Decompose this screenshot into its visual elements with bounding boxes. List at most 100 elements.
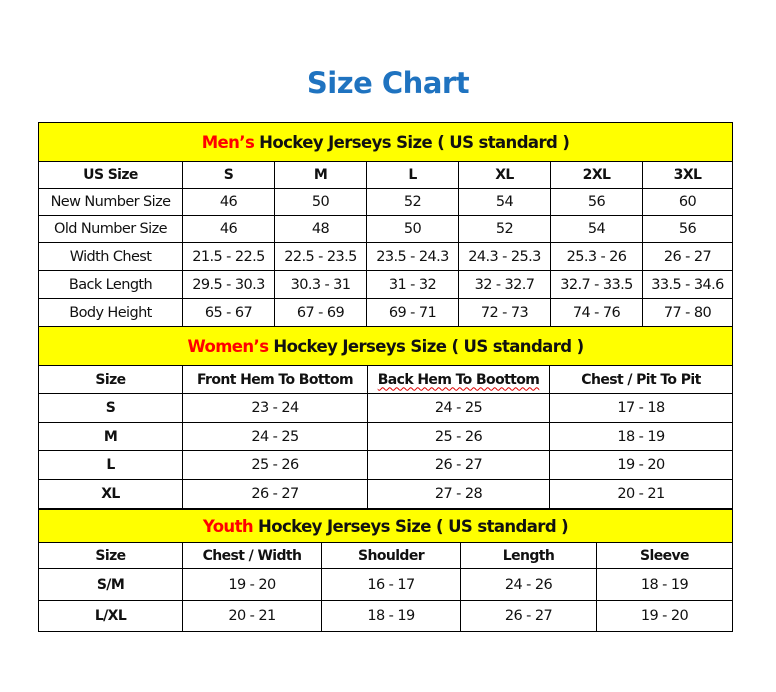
column-header: Front Hem To Bottom bbox=[183, 366, 368, 393]
column-header: US Size bbox=[39, 162, 183, 188]
table-header-row: Size Chest / Width Shoulder Length Sleeve bbox=[39, 543, 732, 569]
table-cell: 54 bbox=[551, 216, 643, 242]
table-row: S/M 19 - 20 16 - 17 24 - 26 18 - 19 bbox=[39, 569, 732, 601]
table-row: Width Chest 21.5 - 22.5 22.5 - 23.5 23.5 - … bbox=[39, 243, 732, 271]
men-table-banner: Men’s Hockey Jerseys Size ( US standard ) bbox=[39, 122, 732, 162]
table-cell: 77 - 80 bbox=[643, 299, 732, 326]
cell-text: XL bbox=[101, 486, 120, 502]
table-cell: 26 - 27 bbox=[368, 451, 550, 479]
column-header: 2XL bbox=[551, 162, 643, 188]
cell-text: 74 - 76 bbox=[572, 304, 621, 321]
cell-text: Size bbox=[95, 547, 126, 564]
table-cell: 22.5 - 23.5 bbox=[275, 243, 367, 270]
column-header: Sleeve bbox=[597, 543, 732, 568]
cell-text: 17 - 18 bbox=[617, 400, 665, 416]
cell-text: Back Length bbox=[68, 276, 153, 293]
youth-size-table: Youth Hockey Jerseys Size ( US standard )… bbox=[38, 509, 733, 632]
table-cell: 46 bbox=[183, 189, 275, 215]
table-row: New Number Size 46 50 52 54 56 60 bbox=[39, 189, 732, 216]
table-cell: 54 bbox=[459, 189, 551, 215]
cell-text: Body Height bbox=[69, 304, 152, 321]
row-label: S bbox=[39, 394, 183, 422]
column-header: Length bbox=[461, 543, 597, 568]
table-cell: 69 - 71 bbox=[367, 299, 459, 326]
table-cell: 17 - 18 bbox=[550, 394, 732, 422]
cell-text: Old Number Size bbox=[54, 221, 167, 237]
row-label: New Number Size bbox=[39, 189, 183, 215]
table-cell: 52 bbox=[367, 189, 459, 215]
cell-text: Front Hem To Bottom bbox=[196, 371, 354, 388]
table-row: Body Height 65 - 67 67 - 69 69 - 71 72 - 73 7… bbox=[39, 299, 732, 327]
table-cell: 74 - 76 bbox=[551, 299, 643, 326]
table-cell: 25 - 26 bbox=[368, 423, 550, 450]
cell-text: 67 - 69 bbox=[296, 304, 345, 321]
cell-text: 24.3 - 25.3 bbox=[468, 248, 541, 265]
table-cell: 19 - 20 bbox=[550, 451, 732, 479]
cell-text: 46 bbox=[219, 194, 238, 210]
cell-text: Width Chest bbox=[69, 248, 152, 265]
cell-text: 30.3 - 31 bbox=[290, 276, 351, 293]
table-cell: 50 bbox=[275, 189, 367, 215]
cell-text: S bbox=[223, 167, 234, 183]
cell-text: Shoulder bbox=[357, 547, 425, 564]
cell-text: 23.5 - 24.3 bbox=[376, 248, 449, 265]
row-label: Old Number Size bbox=[39, 216, 183, 242]
table-cell: 19 - 20 bbox=[597, 601, 732, 631]
cell-text: Back Hem To Boottom bbox=[377, 371, 540, 388]
table-cell: 25.3 - 26 bbox=[551, 243, 643, 270]
table-cell: 32.7 - 33.5 bbox=[551, 271, 643, 298]
table-cell: 19 - 20 bbox=[183, 569, 322, 600]
cell-text: 20 - 21 bbox=[228, 608, 276, 624]
cell-text: New Number Size bbox=[50, 194, 171, 210]
women-table-banner: Women’s Hockey Jerseys Size ( US standard… bbox=[39, 326, 732, 366]
table-cell: 18 - 19 bbox=[322, 601, 461, 631]
cell-text: 19 - 20 bbox=[228, 576, 276, 593]
table-cell: 18 - 19 bbox=[597, 569, 732, 600]
cell-text: 16 - 17 bbox=[367, 576, 415, 593]
cell-text: 22.5 - 23.5 bbox=[284, 248, 357, 265]
table-cell: 21.5 - 22.5 bbox=[183, 243, 275, 270]
page-title: Size Chart bbox=[306, 66, 470, 100]
column-header: Shoulder bbox=[322, 543, 461, 568]
column-header: Chest / Width bbox=[183, 543, 322, 568]
banner-text: Hockey Jerseys Size ( US standard ) bbox=[258, 516, 569, 536]
column-header: Size bbox=[39, 366, 183, 393]
cell-text: 25 - 26 bbox=[434, 428, 483, 445]
cell-text: 24 - 25 bbox=[251, 428, 299, 445]
cell-text: 18 - 19 bbox=[640, 576, 689, 593]
cell-text: 19 - 20 bbox=[640, 608, 689, 624]
table-cell: 26 - 27 bbox=[461, 601, 597, 631]
cell-text: 60 bbox=[678, 194, 697, 210]
cell-text: 26 - 27 bbox=[434, 457, 483, 473]
cell-text: 48 bbox=[311, 221, 330, 237]
cell-text: 26 - 27 bbox=[251, 486, 299, 502]
cell-text: 20 - 21 bbox=[617, 486, 665, 502]
cell-text: 77 - 80 bbox=[663, 304, 712, 321]
table-cell: 24 - 25 bbox=[183, 423, 368, 450]
table-cell: 26 - 27 bbox=[183, 480, 368, 508]
table-cell: 32 - 32.7 bbox=[459, 271, 551, 298]
table-cell: 67 - 69 bbox=[275, 299, 367, 326]
column-header: L bbox=[367, 162, 459, 188]
table-cell: 50 bbox=[367, 216, 459, 242]
row-label: S/M bbox=[39, 569, 183, 600]
cell-text: 50 bbox=[311, 194, 330, 210]
table-cell: 24 - 25 bbox=[368, 394, 550, 422]
cell-text: 21.5 - 22.5 bbox=[192, 248, 265, 265]
cell-text: 56 bbox=[587, 194, 606, 210]
table-cell: 30.3 - 31 bbox=[275, 271, 367, 298]
cell-text: Chest / Pit To Pit bbox=[581, 371, 701, 388]
table-cell: 56 bbox=[643, 216, 732, 242]
cell-text: L/XL bbox=[94, 608, 127, 624]
men-size-table: Men’s Hockey Jerseys Size ( US standard )… bbox=[38, 122, 733, 327]
table-cell: 23 - 24 bbox=[183, 394, 368, 422]
cell-text: 18 - 19 bbox=[367, 608, 415, 624]
table-row: L/XL 20 - 21 18 - 19 26 - 27 19 - 20 bbox=[39, 601, 732, 632]
row-label: Back Length bbox=[39, 271, 183, 298]
banner-text: Hockey Jerseys Size ( US standard ) bbox=[273, 336, 584, 356]
row-label: Body Height bbox=[39, 299, 183, 326]
cell-text: 54 bbox=[587, 221, 606, 237]
cell-text: 54 bbox=[495, 194, 514, 210]
table-cell: 60 bbox=[643, 189, 732, 215]
cell-text: Sleeve bbox=[640, 547, 690, 564]
